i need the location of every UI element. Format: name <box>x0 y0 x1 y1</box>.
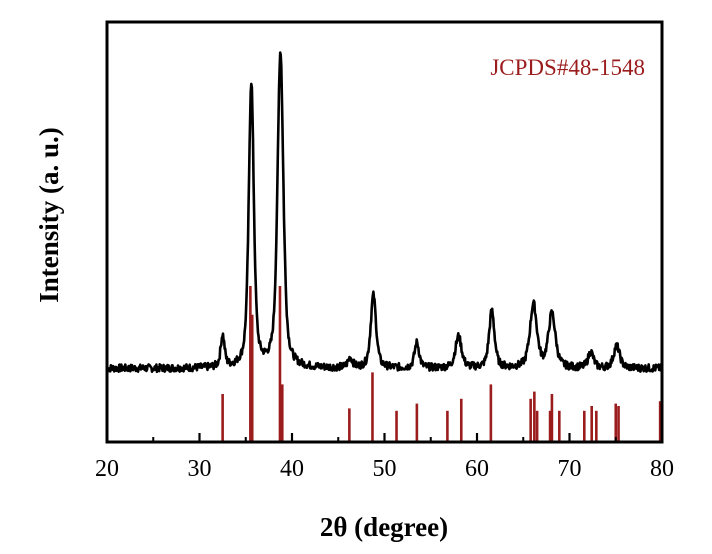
x-tick-label: 20 <box>95 456 119 482</box>
diffraction-pattern-line <box>106 51 664 374</box>
reference-lines <box>221 286 662 442</box>
x-tick-label: 70 <box>558 456 582 482</box>
x-tick-label: 80 <box>650 456 674 482</box>
x-axis-ticks: 20 30 40 50 60 70 80 <box>95 433 674 482</box>
x-axis-title: 2θ (degree) <box>320 512 448 542</box>
x-tick-label: 40 <box>280 456 304 482</box>
x-tick-label: 60 <box>465 456 489 482</box>
x-tick-label: 50 <box>373 456 397 482</box>
plot-frame <box>105 20 664 444</box>
reference-card-label: JCPDS#48-1548 <box>490 55 645 80</box>
x-tick-label: 30 <box>188 456 212 482</box>
y-axis-title: Intensity (a. u.) <box>34 127 64 303</box>
